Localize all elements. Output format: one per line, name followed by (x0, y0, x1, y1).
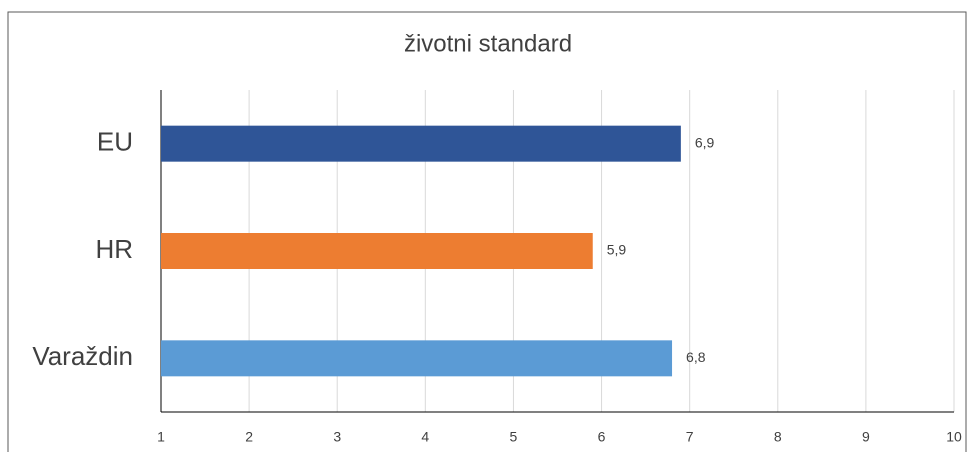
chart-title: životni standard (404, 30, 572, 57)
value-label: 6,9 (695, 134, 715, 150)
bar (161, 340, 673, 377)
x-tick-label: 4 (421, 429, 429, 445)
bar (161, 125, 681, 162)
x-tick-label: 8 (774, 429, 782, 445)
bar (161, 233, 593, 269)
x-tick-label: 10 (946, 429, 962, 445)
x-tick-label: 2 (245, 429, 253, 445)
x-tick-label: 6 (598, 429, 606, 445)
x-tick-label: 5 (510, 429, 518, 445)
y-tick-label: Varaždin (32, 341, 133, 371)
y-tick-label: EU (97, 127, 133, 157)
x-tick-label: 7 (686, 429, 694, 445)
x-tick-label: 1 (157, 429, 165, 445)
value-label: 6,8 (686, 349, 706, 365)
x-tick-label: 9 (862, 429, 870, 445)
x-tick-label: 3 (333, 429, 341, 445)
y-tick-label: HR (95, 234, 133, 264)
chart-frame (7, 11, 967, 452)
value-label: 5,9 (607, 242, 627, 258)
